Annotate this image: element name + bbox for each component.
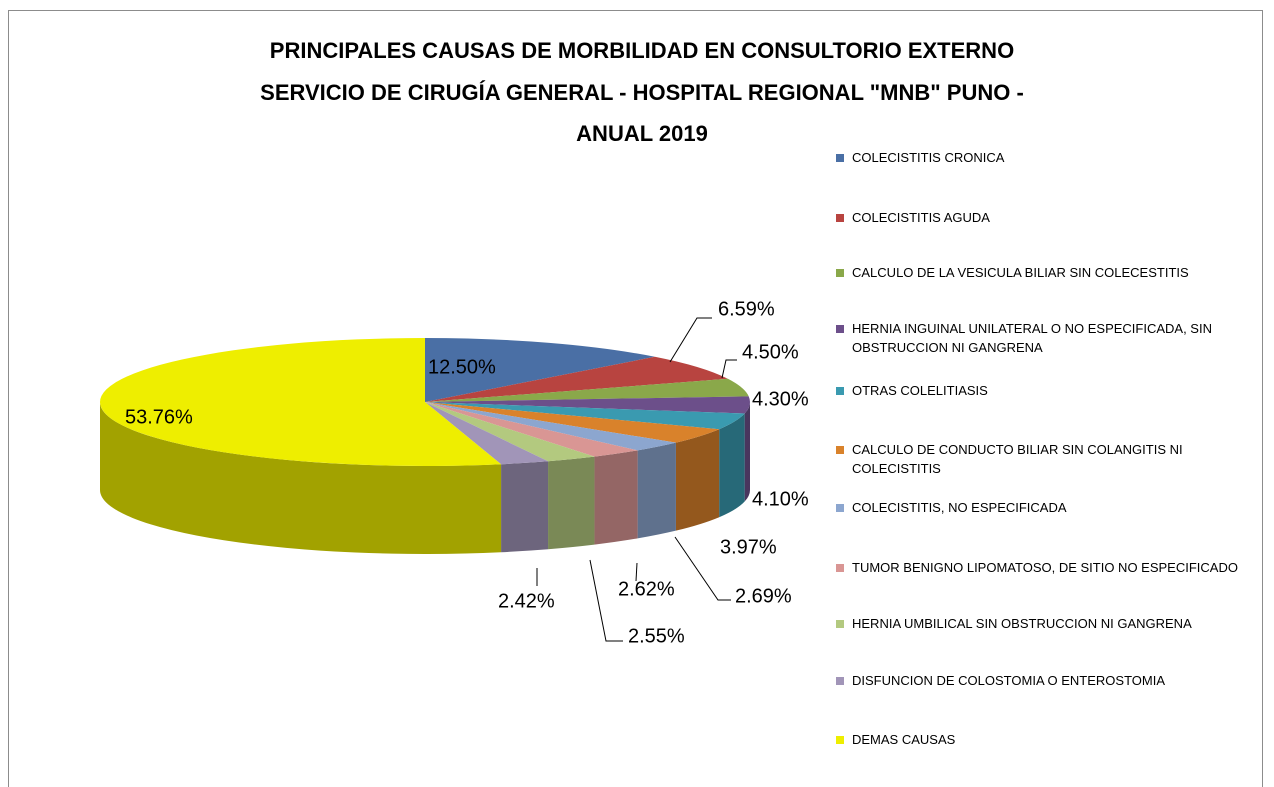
legend-label: HERNIA INGUINAL UNILATERAL O NO ESPECIFI… bbox=[852, 321, 1212, 355]
legend-swatch bbox=[836, 564, 844, 572]
pie-side bbox=[675, 429, 720, 531]
pie-side bbox=[637, 442, 676, 539]
pie-side bbox=[594, 450, 638, 545]
legend-label: TUMOR BENIGNO LIPOMATOSO, DE SITIO NO ES… bbox=[852, 560, 1238, 575]
pie-slice bbox=[425, 338, 655, 402]
legend-swatch bbox=[836, 504, 844, 512]
legend-label: COLECISTITIS CRONICA bbox=[852, 150, 1005, 165]
leader-line bbox=[669, 317, 712, 363]
chart-border bbox=[8, 10, 1263, 787]
legend-label: CALCULO DE LA VESICULA BILIAR SIN COLECE… bbox=[852, 265, 1189, 280]
legend-swatch bbox=[836, 154, 844, 162]
data-label: 2.55% bbox=[628, 625, 685, 647]
chart-title: SERVICIO DE CIRUGÍA GENERAL - HOSPITAL R… bbox=[260, 80, 1024, 105]
pie-slice bbox=[425, 402, 745, 430]
pie-slice bbox=[425, 356, 728, 402]
pie-side bbox=[744, 402, 750, 502]
chart-title: PRINCIPALES CAUSAS DE MORBILIDAD EN CONS… bbox=[270, 38, 1014, 63]
legend-label: OTRAS COLELITIASIS bbox=[852, 383, 988, 398]
pie-slice bbox=[425, 402, 676, 451]
pie-side bbox=[719, 413, 745, 518]
data-label: 12.50% bbox=[428, 356, 496, 378]
pie-side bbox=[548, 456, 595, 550]
pie-slice bbox=[100, 338, 502, 466]
data-label: 4.50% bbox=[742, 341, 799, 363]
pie-slice bbox=[425, 402, 720, 443]
legend-label: DEMAS CAUSAS bbox=[852, 732, 956, 747]
chart-title: ANUAL 2019 bbox=[576, 121, 708, 146]
legend-label: HERNIA UMBILICAL SIN OBSTRUCCION NI GANG… bbox=[852, 616, 1192, 631]
pie-slice bbox=[425, 402, 549, 465]
legend-swatch bbox=[836, 736, 844, 744]
legend-label: COLECISTITIS, NO ESPECIFICADA bbox=[852, 500, 1067, 515]
data-label: 4.10% bbox=[752, 488, 809, 510]
leader-line bbox=[721, 359, 737, 379]
legend-label: COLECISTITIS AGUDA bbox=[852, 210, 990, 225]
pie-slice bbox=[425, 402, 638, 457]
legend-swatch bbox=[836, 214, 844, 222]
data-label: 2.42% bbox=[498, 590, 555, 612]
legend-swatch bbox=[836, 387, 844, 395]
legend-swatch bbox=[836, 446, 844, 454]
pie-slice bbox=[425, 378, 749, 402]
data-label: 53.76% bbox=[125, 406, 193, 428]
legend-swatch bbox=[836, 620, 844, 628]
data-label: 2.62% bbox=[618, 578, 675, 600]
leader-line bbox=[674, 536, 731, 601]
data-label: 3.97% bbox=[720, 536, 777, 558]
pie-side bbox=[100, 402, 502, 554]
data-label: 4.30% bbox=[752, 388, 809, 410]
data-label: 2.69% bbox=[735, 585, 792, 607]
legend-swatch bbox=[836, 677, 844, 685]
legend-label: CALCULO DE CONDUCTO BILIAR SIN COLANGITI… bbox=[852, 442, 1183, 476]
leader-line bbox=[589, 559, 623, 642]
pie-slice bbox=[425, 396, 750, 414]
legend-label: DISFUNCION DE COLOSTOMIA O ENTEROSTOMIA bbox=[852, 673, 1166, 688]
pie-slice bbox=[425, 402, 595, 462]
data-label: 6.59% bbox=[718, 298, 775, 320]
leader-line bbox=[635, 562, 638, 582]
legend-swatch bbox=[836, 269, 844, 277]
pie-side bbox=[501, 461, 549, 553]
legend-swatch bbox=[836, 325, 844, 333]
